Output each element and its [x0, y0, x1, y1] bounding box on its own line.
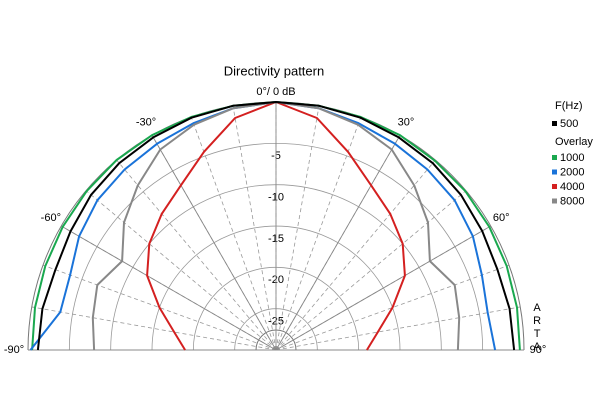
chart-title: Directivity pattern — [224, 63, 324, 78]
angle-tick-line — [275, 225, 491, 351]
angle-tick-label: 30° — [398, 117, 415, 129]
legend-label: 500 — [560, 118, 578, 130]
legend-swatch — [552, 184, 557, 189]
legend-swatch — [552, 169, 557, 175]
legend-label: 8000 — [560, 195, 584, 207]
angle-tick-label: -30° — [136, 117, 156, 129]
legend-label: 2000 — [560, 166, 584, 178]
watermark: ARTA — [531, 302, 543, 354]
angle-tick-label: -60° — [41, 212, 61, 224]
overlay-label: Overlay — [555, 136, 593, 148]
legend-swatch — [552, 198, 557, 204]
series-line — [29, 101, 497, 351]
legend-swatch — [552, 121, 557, 126]
legend-label: 4000 — [560, 181, 584, 193]
legend-title: F(Hz) — [555, 100, 583, 112]
legend-label: 1000 — [560, 152, 584, 164]
legend-swatch — [552, 155, 557, 160]
angle-tick-line — [151, 135, 277, 351]
angle-tick-label: -90° — [4, 344, 24, 356]
angle-tick-label: 60° — [493, 212, 510, 224]
angle-tick-label: 90° — [530, 344, 547, 356]
angle-tick-line — [61, 225, 277, 351]
angle-tick-line — [275, 135, 401, 351]
series-line — [36, 101, 516, 351]
angle-tick-label: 0°/ 0 dB — [256, 86, 295, 98]
